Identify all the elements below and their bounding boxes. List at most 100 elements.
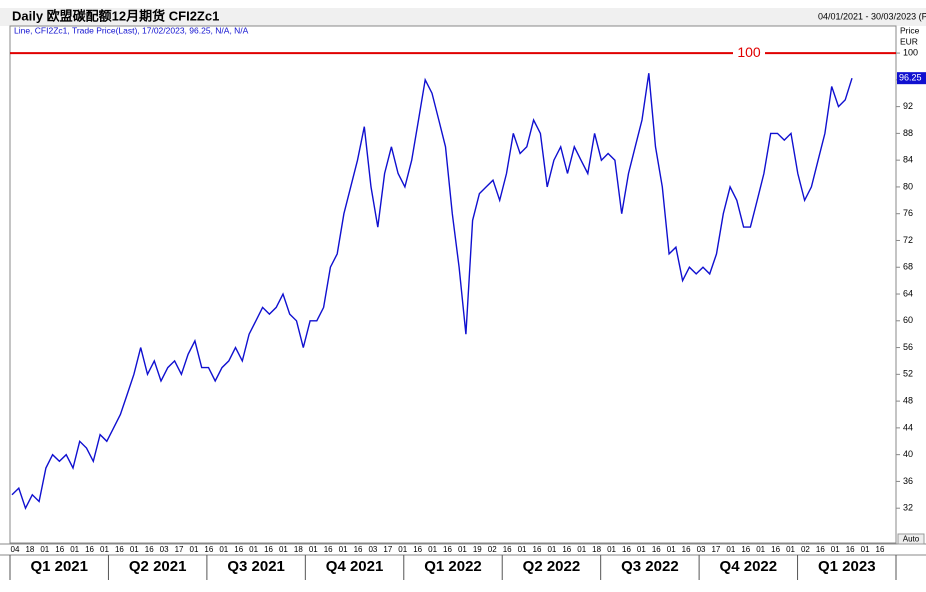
- x-tick-label: 02: [488, 545, 497, 554]
- y-tick-label: 84: [903, 155, 913, 165]
- x-tick-label: 01: [40, 545, 49, 554]
- x-tick-label: 01: [547, 545, 556, 554]
- x-tick-label: 01: [861, 545, 870, 554]
- x-tick-label: 16: [771, 545, 780, 554]
- date-range: 04/01/2021 - 30/03/2023 (PAR: [818, 11, 926, 21]
- x-tick-label: 01: [428, 545, 437, 554]
- header-bar: [0, 8, 926, 26]
- auto-label[interactable]: Auto: [903, 535, 920, 544]
- x-tick-label: 04: [11, 545, 20, 554]
- x-tick-label: 01: [398, 545, 407, 554]
- x-tick-label: 01: [100, 545, 109, 554]
- x-tick-label: 16: [55, 545, 64, 554]
- quarter-label: Q1 2021: [30, 558, 88, 575]
- reference-label-bg: [733, 45, 765, 62]
- x-tick-label: 01: [339, 545, 348, 554]
- y-tick-label: 48: [903, 395, 913, 405]
- legend: Line, CFI2Zc1, Trade Price(Last), 17/02/…: [14, 25, 249, 35]
- x-tick-label: 01: [756, 545, 765, 554]
- x-tick-label: 18: [25, 545, 34, 554]
- y-tick-label: 36: [903, 476, 913, 486]
- x-tick-label: 01: [607, 545, 616, 554]
- y-tick-label: 92: [903, 101, 913, 111]
- x-tick-label: 01: [637, 545, 646, 554]
- x-tick-label: 16: [85, 545, 94, 554]
- x-tick-label: 16: [682, 545, 691, 554]
- x-tick-label: 16: [234, 545, 243, 554]
- y-tick-label: 76: [903, 208, 913, 218]
- y-tick-label: 100: [903, 47, 918, 57]
- y-axis-unit: EUR: [900, 36, 918, 46]
- quarter-label: Q3 2021: [227, 558, 285, 575]
- x-tick-label: 16: [652, 545, 661, 554]
- y-tick-label: 32: [903, 503, 913, 513]
- quarter-label: Q2 2022: [523, 558, 581, 575]
- x-tick-label: 03: [697, 545, 706, 554]
- quarter-label: Q4 2021: [326, 558, 384, 575]
- x-tick-label: 16: [846, 545, 855, 554]
- x-tick-label: 03: [368, 545, 377, 554]
- y-tick-label: 56: [903, 342, 913, 352]
- x-tick-label: 02: [801, 545, 810, 554]
- x-tick-label: 16: [533, 545, 542, 554]
- x-tick-label: 16: [354, 545, 363, 554]
- x-tick-label: 17: [175, 545, 184, 554]
- y-tick-label: 44: [903, 422, 913, 432]
- x-tick-label: 01: [577, 545, 586, 554]
- x-tick-label: 01: [831, 545, 840, 554]
- quarter-label: Q4 2022: [720, 558, 778, 575]
- x-tick-label: 16: [204, 545, 213, 554]
- x-tick-label: 16: [115, 545, 124, 554]
- x-tick-label: 01: [249, 545, 258, 554]
- x-tick-label: 01: [458, 545, 467, 554]
- x-tick-label: 16: [816, 545, 825, 554]
- y-axis-label: Price: [900, 25, 920, 35]
- x-tick-label: 19: [473, 545, 482, 554]
- price-line: [11, 73, 853, 511]
- last-value-box: [897, 72, 926, 85]
- x-tick-label: 01: [726, 545, 735, 554]
- x-tick-label: 01: [518, 545, 527, 554]
- y-tick-label: 88: [903, 128, 913, 138]
- x-tick-label: 16: [324, 545, 333, 554]
- x-tick-label: 01: [190, 545, 199, 554]
- x-tick-label: 16: [876, 545, 885, 554]
- x-tick-label: 16: [622, 545, 631, 554]
- x-tick-label: 17: [711, 545, 720, 554]
- y-tick-label: 68: [903, 262, 913, 272]
- quarter-label: Q3 2022: [621, 558, 679, 575]
- x-tick-label: 18: [294, 545, 303, 554]
- y-tick-label: 40: [903, 449, 913, 459]
- y-tick-label: 64: [903, 288, 913, 298]
- x-tick-label: 16: [264, 545, 273, 554]
- x-tick-label: 01: [130, 545, 139, 554]
- x-tick-label: 16: [413, 545, 422, 554]
- x-tick-label: 16: [741, 545, 750, 554]
- x-tick-label: 01: [279, 545, 288, 554]
- auto-button[interactable]: [897, 533, 925, 545]
- quarter-label: Q1 2023: [818, 558, 876, 575]
- y-tick-label: 60: [903, 315, 913, 325]
- plot-frame: [9, 25, 897, 544]
- x-tick-label: 03: [160, 545, 169, 554]
- x-tick-label: 01: [309, 545, 318, 554]
- x-tick-label: 16: [503, 545, 512, 554]
- y-tick-label: 72: [903, 235, 913, 245]
- x-tick-label: 16: [443, 545, 452, 554]
- reference-label: 100: [737, 44, 761, 60]
- chart-title: Daily 欧盟碳配额12月期货 CFI2Zc1: [12, 8, 219, 23]
- x-tick-label: 01: [219, 545, 228, 554]
- x-tick-label: 01: [70, 545, 79, 554]
- y-tick-label: 52: [903, 369, 913, 379]
- y-tick-label: 80: [903, 181, 913, 191]
- x-tick-label: 01: [667, 545, 676, 554]
- x-tick-label: 16: [145, 545, 154, 554]
- quarter-label: Q1 2022: [424, 558, 482, 575]
- quarter-label: Q2 2021: [129, 558, 187, 575]
- last-value-label: 96.25: [899, 73, 922, 83]
- x-tick-label: 16: [562, 545, 571, 554]
- x-tick-label: 01: [786, 545, 795, 554]
